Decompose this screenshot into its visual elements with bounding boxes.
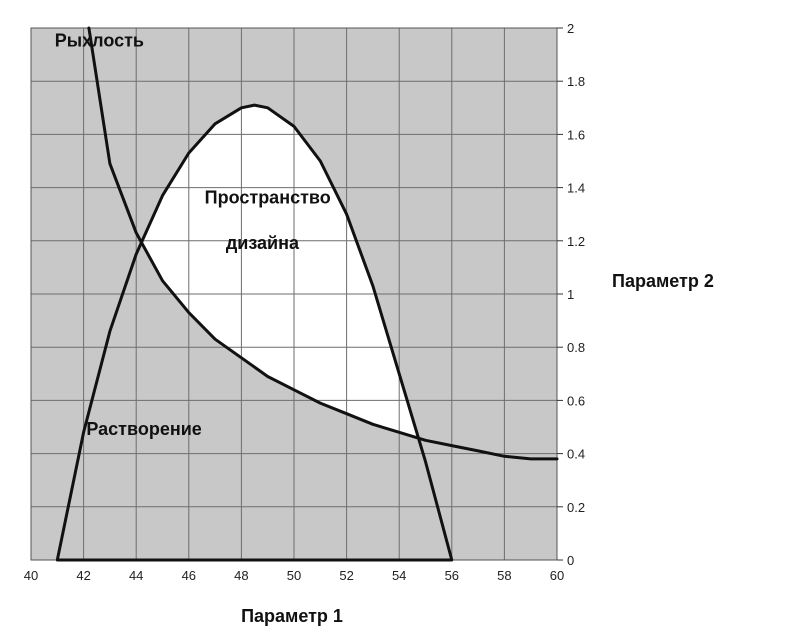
y-tick-label: 0.4 <box>567 447 585 462</box>
annotation-label: дизайна <box>226 233 300 253</box>
x-tick-label: 50 <box>287 568 301 583</box>
y-tick-label: 1.4 <box>567 181 585 196</box>
dissolution-curve <box>55 103 454 562</box>
design-space-fill <box>142 105 418 438</box>
y-tick-label: 0 <box>567 553 574 568</box>
y-tick-label: 1 <box>567 287 574 302</box>
y-tick-label: 0.8 <box>567 340 585 355</box>
annotation-label: Растворение <box>86 419 201 439</box>
x-tick-label: 52 <box>339 568 353 583</box>
y-tick-label: 1.8 <box>567 74 585 89</box>
y-tick-label: 0.2 <box>567 500 585 515</box>
grid <box>30 27 558 561</box>
x-tick-label: 54 <box>392 568 406 583</box>
y-tick-label: 1.6 <box>567 127 585 142</box>
series-lines <box>55 26 559 562</box>
y-tick-label: 0.6 <box>567 393 585 408</box>
x-tick-label: 48 <box>234 568 248 583</box>
x-tick-label: 56 <box>445 568 459 583</box>
x-tick-label: 44 <box>129 568 143 583</box>
x-tick-label: 46 <box>182 568 196 583</box>
y-axis-label: Параметр 2 <box>612 271 714 291</box>
friability-curve <box>87 26 559 461</box>
annotation-label: Пространство <box>205 188 331 208</box>
x-axis-ticks: 40 42 44 46 48 50 52 54 56 58 60 <box>24 568 564 583</box>
x-tick-label: 58 <box>497 568 511 583</box>
y-tick-label: 2 <box>567 21 574 36</box>
x-tick-label: 60 <box>550 568 564 583</box>
annotation-label: Рыхлость <box>55 31 144 51</box>
x-tick-label: 40 <box>24 568 38 583</box>
chart-annotations: Рыхлость Пространство дизайна Растворение <box>55 31 331 439</box>
y-axis-ticks: 0 0.2 0.4 0.6 0.8 1 1.2 1.4 1.6 1.8 2 <box>557 21 585 568</box>
y-tick-label: 1.2 <box>567 234 585 249</box>
design-space-region <box>142 105 418 438</box>
x-axis-label: Параметр 1 <box>241 606 343 626</box>
x-tick-label: 42 <box>76 568 90 583</box>
